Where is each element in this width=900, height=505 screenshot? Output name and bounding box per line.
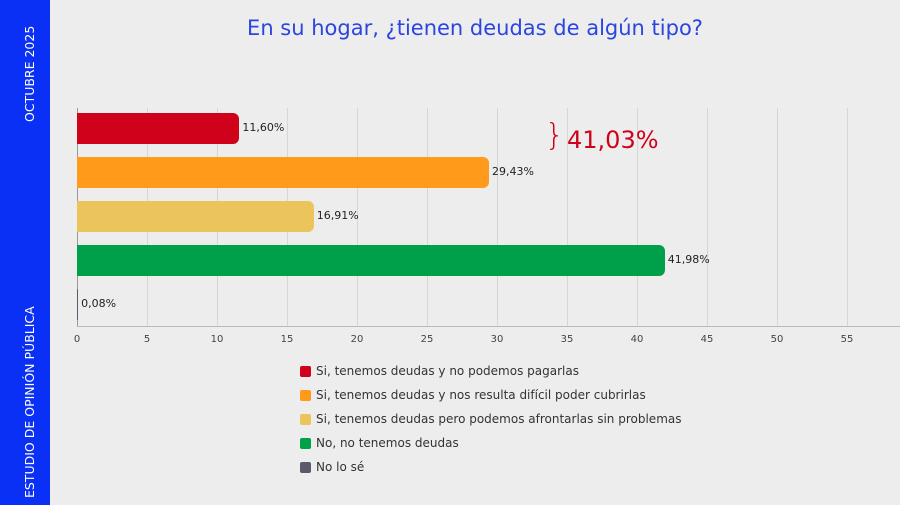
gridline [497,108,498,326]
data-label: 16,91% [316,209,359,222]
x-tick-label: 5 [143,334,151,345]
sum-annotation: 41,03% [567,126,659,154]
legend-label: Si, tenemos deudas y nos resulta difícil… [316,388,646,402]
legend-swatch [300,365,311,377]
bar [77,201,314,232]
x-tick-label: 20 [350,334,364,345]
x-tick-label: 10 [210,334,224,345]
legend-label: No, no tenemos deudas [316,436,459,450]
x-tick-label: 30 [490,334,504,345]
brace-annotation: } [545,118,565,153]
data-label: 11,60% [242,121,285,134]
gridline [427,108,428,326]
bar [77,113,240,144]
x-tick-label: 55 [840,334,854,345]
legend-swatch [300,389,311,401]
data-label: 41,98% [667,253,710,266]
legend-label: Si, tenemos deudas y no podemos pagarlas [316,364,579,378]
x-axis-line [77,326,900,327]
x-tick-label: 50 [770,334,784,345]
legend-item: Si, tenemos deudas y no podemos pagarlas [300,359,681,383]
legend-item: Si, tenemos deudas pero podemos afrontar… [300,407,681,431]
data-label: 29,43% [492,165,534,178]
gridline [637,108,638,326]
legend-label: No lo sé [316,460,365,474]
x-tick-label: 35 [560,334,574,345]
legend-item: Si, tenemos deudas y nos resulta difícil… [300,383,681,407]
bar [77,157,490,188]
x-tick-label: 40 [630,334,644,345]
bar [77,245,665,276]
legend-item: No lo sé [300,455,681,479]
legend-item: No, no tenemos deudas [300,431,681,455]
legend: Si, tenemos deudas y no podemos pagarlas… [300,359,681,479]
gridline [777,108,778,326]
legend-swatch [300,437,311,449]
gridline [707,108,708,326]
data-label: 0,08% [81,297,117,310]
gridline [847,108,848,326]
x-tick-label: 45 [700,334,714,345]
gridline [567,108,568,326]
sidebar: OCTUBRE 2025 ESTUDIO DE OPINIÓN PÚBLICA [0,0,50,505]
gridline [357,108,358,326]
bar [77,289,79,320]
x-tick-label: 25 [420,334,434,345]
x-tick-label: 0 [73,334,81,345]
chart-title: En su hogar, ¿tienen deudas de algún tip… [247,16,703,40]
x-tick-label: 15 [280,334,294,345]
legend-swatch [300,461,311,473]
legend-swatch [300,413,311,425]
legend-label: Si, tenemos deudas pero podemos afrontar… [316,412,682,426]
